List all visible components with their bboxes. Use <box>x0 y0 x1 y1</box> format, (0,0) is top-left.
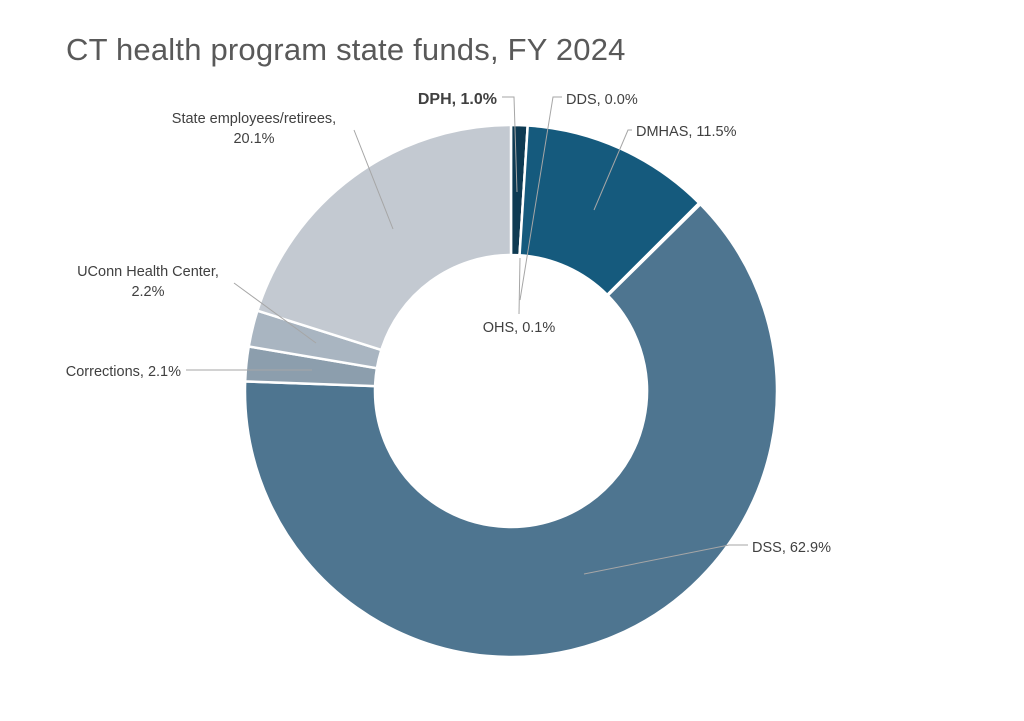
slices-group <box>243 123 779 659</box>
leader-line-dmhas <box>593 129 632 211</box>
data-label-uconn-health-center: UConn Health Center, 2.2% <box>77 264 219 300</box>
leader-line-ohs <box>518 257 521 315</box>
data-label-corrections: Corrections, 2.1% <box>66 364 181 380</box>
leader-line-uconn-health-center <box>233 282 317 344</box>
data-label-line: 20.1% <box>233 131 274 147</box>
data-label-line: UConn Health Center, <box>77 264 219 280</box>
data-label-dss: DSS, 62.9% <box>752 540 831 556</box>
leader-line-state-employees-retirees <box>353 129 394 230</box>
slice-dss <box>243 202 779 659</box>
leader-line-dss <box>583 544 748 575</box>
data-label-state-employees-retirees: State employees/retirees, 20.1% <box>172 111 336 147</box>
data-label-dmhas: DMHAS, 11.5% <box>636 124 737 140</box>
chart-title: CT health program state funds, FY 2024 <box>66 32 626 67</box>
data-label-line: 2.2% <box>131 284 164 300</box>
data-label-line: State employees/retirees, <box>172 111 336 127</box>
leader-line-dds <box>519 96 562 301</box>
leader-lines-group <box>186 96 748 575</box>
leader-line-dph <box>502 96 518 193</box>
data-labels-group: DPH, 1.0% DDS, 0.0% DMHAS, 11.5% OHS, 0.1% D… <box>66 91 831 556</box>
slice-state-employees-retirees <box>255 123 513 352</box>
data-label-dph: DPH, 1.0% <box>418 91 497 108</box>
data-label-ohs: OHS, 0.1% <box>483 320 556 336</box>
data-label-dds: DDS, 0.0% <box>566 92 638 108</box>
